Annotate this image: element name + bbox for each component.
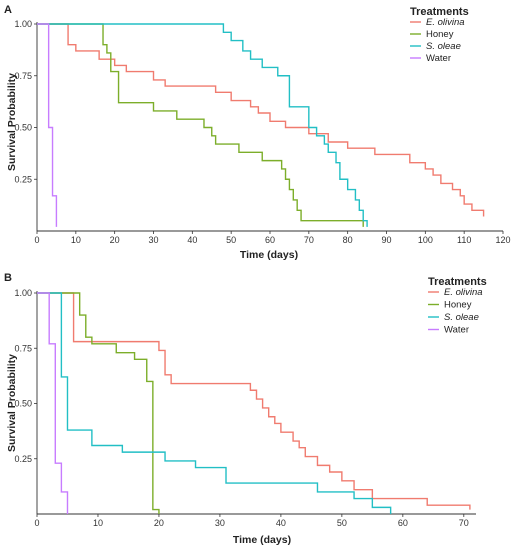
panel-label: B bbox=[4, 272, 12, 284]
x-tick-label: 110 bbox=[457, 235, 471, 245]
legend-title: Treatments bbox=[428, 276, 487, 288]
chart-panel-b: B 0 10 20 30 40 50 60 70 0.25 0.50 0.75 1.00 Time (… bbox=[4, 272, 487, 546]
legend-item-honey: Honey bbox=[428, 300, 472, 311]
x-tick-label: 40 bbox=[276, 518, 286, 528]
legend-item-water: Water bbox=[410, 53, 451, 64]
x-tick-label: 50 bbox=[337, 518, 347, 528]
series-line-honey bbox=[37, 23, 364, 227]
x-tick-label: 120 bbox=[495, 235, 510, 245]
x-tick-label: 10 bbox=[71, 235, 81, 245]
legend-label: Water bbox=[426, 53, 451, 64]
chart-panel-a: A 0 10 20 30 40 50 60 70 80 90 100 110 120 0.25 0.50 0.… bbox=[4, 4, 511, 261]
legend-title: Treatments bbox=[410, 6, 469, 18]
y-tick-label: 1.00 bbox=[14, 19, 32, 29]
x-tick-label: 80 bbox=[343, 235, 353, 245]
y-tick-label: 0.50 bbox=[14, 399, 32, 409]
axes: 0 10 20 30 40 50 60 70 80 90 100 110 120 0.25 0.50 0.75… bbox=[14, 19, 510, 245]
x-tick-label: 70 bbox=[304, 235, 314, 245]
series-line-e-olivina bbox=[37, 23, 485, 217]
x-tick-label: 90 bbox=[381, 235, 391, 245]
legend-item-e-olivina: E. olivina bbox=[428, 287, 483, 298]
legend-label: E. olivina bbox=[444, 287, 483, 298]
x-tick-label: 30 bbox=[215, 518, 225, 528]
x-axis-label: Time (days) bbox=[233, 534, 291, 546]
series-group bbox=[37, 292, 471, 514]
x-tick-label: 20 bbox=[110, 235, 120, 245]
x-tick-label: 20 bbox=[154, 518, 164, 528]
x-tick-label: 50 bbox=[226, 235, 236, 245]
series-line-water bbox=[37, 292, 69, 514]
x-tick-label: 40 bbox=[187, 235, 197, 245]
legend-label: Honey bbox=[426, 29, 454, 40]
x-tick-label: 70 bbox=[459, 518, 469, 528]
x-tick-label: 0 bbox=[34, 518, 39, 528]
x-tick-label: 60 bbox=[265, 235, 275, 245]
legend-item-e-olivina: E. olivina bbox=[410, 17, 465, 28]
y-axis-label: Survival Probability bbox=[6, 73, 18, 171]
x-axis-label: Time (days) bbox=[240, 249, 298, 261]
series-line-honey bbox=[37, 292, 160, 514]
x-tick-label: 100 bbox=[418, 235, 433, 245]
legend-label: Water bbox=[444, 325, 469, 336]
y-tick-label: 0.75 bbox=[14, 343, 32, 353]
legend-label: S. oleae bbox=[444, 312, 479, 323]
y-tick-label: 1.00 bbox=[14, 288, 32, 298]
series-line-s-oleae bbox=[37, 292, 392, 514]
legend-item-water: Water bbox=[428, 325, 469, 336]
x-tick-label: 10 bbox=[93, 518, 103, 528]
y-tick-label: 0.25 bbox=[14, 454, 32, 464]
x-tick-label: 60 bbox=[398, 518, 408, 528]
legend-label: E. olivina bbox=[426, 17, 465, 28]
series-line-water bbox=[37, 23, 58, 227]
y-tick-label: 0.25 bbox=[14, 174, 32, 184]
series-group bbox=[37, 23, 485, 227]
legend-label: S. oleae bbox=[426, 41, 461, 52]
axes: 0 10 20 30 40 50 60 70 0.25 0.50 0.75 1.00 bbox=[14, 288, 476, 528]
legend-item-honey: Honey bbox=[410, 29, 454, 40]
legend-item-s-oleae: S. oleae bbox=[410, 41, 461, 52]
x-tick-label: 30 bbox=[148, 235, 158, 245]
y-tick-label: 0.50 bbox=[14, 123, 32, 133]
legend-label: Honey bbox=[444, 300, 472, 311]
legend-item-s-oleae: S. oleae bbox=[428, 312, 479, 323]
x-tick-label: 0 bbox=[34, 235, 39, 245]
y-axis-label: Survival Probability bbox=[6, 354, 18, 452]
y-tick-label: 0.75 bbox=[14, 71, 32, 81]
series-line-e-olivina bbox=[37, 292, 471, 510]
panel-label: A bbox=[4, 4, 12, 16]
series-line-s-oleae bbox=[37, 23, 368, 227]
